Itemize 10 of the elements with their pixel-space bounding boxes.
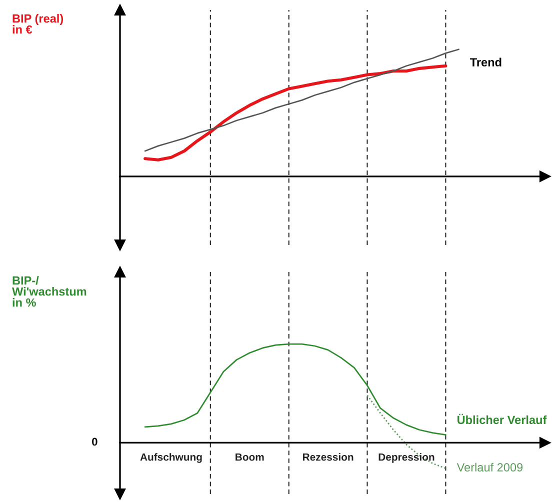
annotation: Aufschwung <box>140 453 202 463</box>
y-axis-title: BIP-/ Wi'wachstum in % <box>12 276 86 307</box>
text: 0 <box>92 438 98 446</box>
y-axis-title: BIP (real) in € <box>12 14 64 34</box>
annotation: Rezession <box>302 453 354 461</box>
series-label: Üblicher Verlauf <box>457 414 547 424</box>
series-label: Verlauf 2009 <box>456 462 523 472</box>
series-label: Trend <box>470 58 502 66</box>
annotation: Depression <box>378 453 434 463</box>
annotation: Boom <box>236 454 264 461</box>
